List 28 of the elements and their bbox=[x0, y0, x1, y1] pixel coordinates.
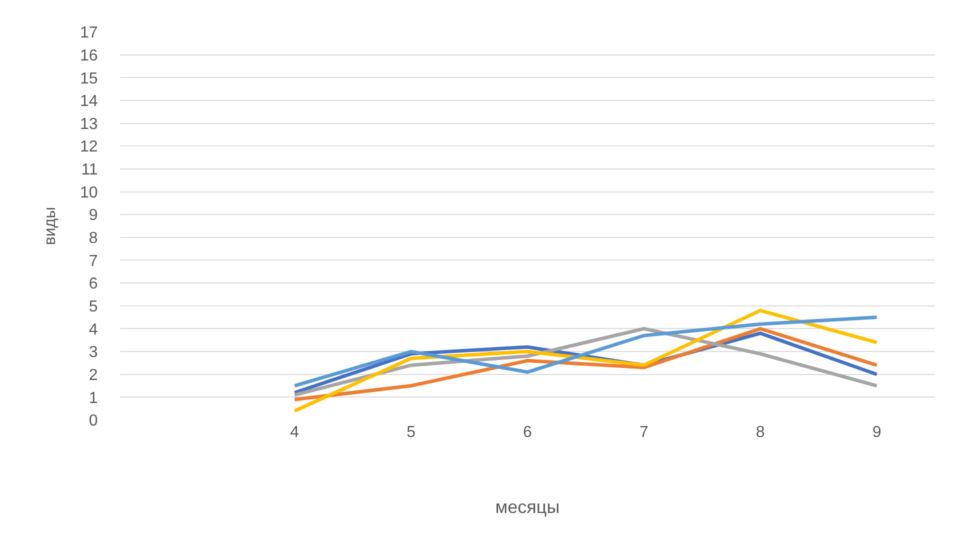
y-tick-label: 9 bbox=[88, 207, 98, 224]
y-tick-label: 17 bbox=[80, 24, 98, 42]
x-axis-title: месяцы bbox=[495, 497, 560, 518]
y-tick-label: 1 bbox=[88, 390, 98, 407]
y-tick-label: 3 bbox=[88, 344, 98, 362]
y-tick-label: 11 bbox=[81, 162, 98, 179]
y-tick-label: 14 bbox=[80, 93, 98, 110]
x-tick-label: 4 bbox=[290, 424, 300, 441]
y-tick-label: 4 bbox=[88, 321, 98, 338]
line-series bbox=[292, 308, 879, 413]
y-tick-label: 8 bbox=[88, 230, 98, 248]
x-tick-label: 5 bbox=[406, 424, 416, 441]
y-tick-label: 12 bbox=[80, 138, 98, 156]
y-tick-label: 7 bbox=[88, 252, 98, 270]
line-series bbox=[292, 316, 879, 388]
x-tick-label: 7 bbox=[639, 424, 648, 441]
y-tick-label: 5 bbox=[88, 298, 98, 316]
y-tick-label: 6 bbox=[88, 276, 98, 293]
y-tick-label: 0 bbox=[88, 412, 98, 430]
y-axis-title: виды bbox=[42, 206, 59, 246]
x-tick-label: 8 bbox=[756, 424, 765, 441]
y-tick-label: 2 bbox=[88, 366, 98, 384]
y-tick-label: 16 bbox=[80, 47, 98, 64]
y-tick-label: 10 bbox=[80, 184, 98, 202]
y-tick-label: 15 bbox=[80, 70, 98, 88]
y-tick-label: 13 bbox=[80, 116, 98, 133]
x-tick-label: 6 bbox=[523, 424, 532, 441]
x-tick-label: 9 bbox=[872, 424, 882, 441]
